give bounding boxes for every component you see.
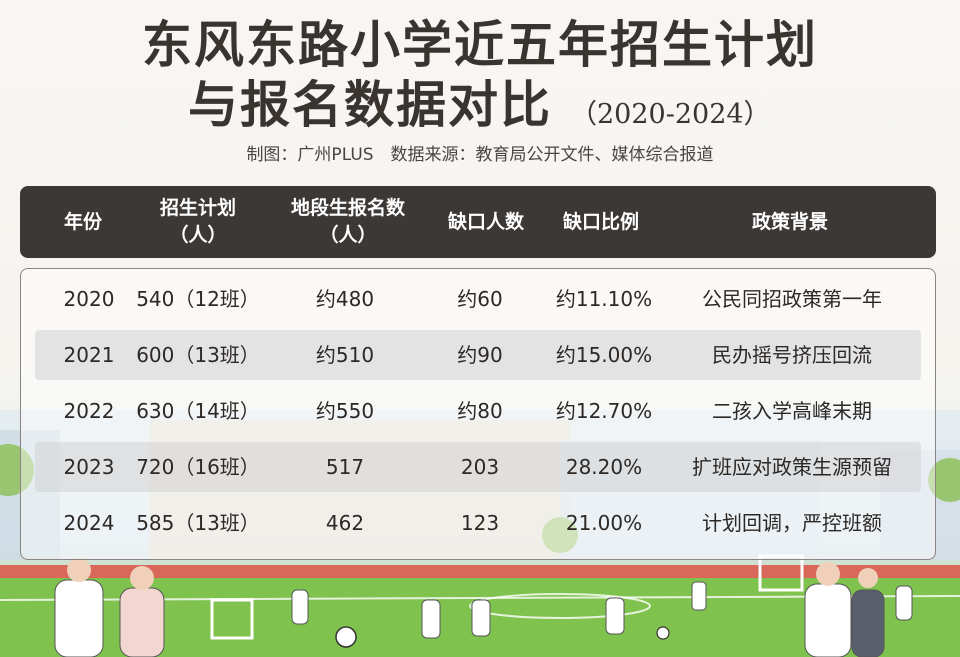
cell-policy: 民办摇号挤压回流 (712, 343, 872, 367)
header-gap-count: 缺口人数 (447, 210, 524, 233)
table-row: 2021 600（13班） 约510 约90 约15.00% 民办摇号挤压回流 (35, 330, 921, 380)
table-row: 2024 585（13班） 462 123 21.00% 计划回调，严控班额 (35, 498, 921, 548)
cell-gap-count: 约90 (457, 343, 503, 367)
cell-year: 2020 (63, 287, 115, 311)
page-title-line1: 东风东路小学近五年招生计划 (142, 15, 818, 74)
cell-policy: 计划回调，严控班额 (702, 511, 882, 535)
source-credit: 制图：广州PLUS 数据来源：教育局公开文件、媒体综合报道 (246, 145, 714, 165)
cell-plan: 585（13班） (136, 511, 260, 535)
cell-policy: 扩班应对政策生源预留 (692, 455, 892, 479)
cell-gap-ratio: 约12.70% (555, 399, 653, 423)
data-table: 2020 540（12班） 约480 约60 约11.10% 公民同招政策第一年… (20, 268, 936, 560)
cell-applicants: 517 (325, 455, 365, 479)
cell-policy: 公民同招政策第一年 (702, 287, 882, 311)
cell-gap-ratio: 约15.00% (555, 343, 653, 367)
cell-plan: 540（12班） (136, 287, 260, 311)
cell-year: 2021 (63, 343, 115, 367)
cell-year: 2024 (63, 511, 115, 535)
cell-gap-count: 约80 (457, 399, 503, 423)
cell-policy: 二孩入学高峰末期 (712, 399, 872, 423)
cell-applicants: 约550 (315, 399, 375, 423)
cell-year: 2022 (63, 399, 115, 423)
cell-gap-ratio: 约11.10% (555, 287, 653, 311)
header-policy-background: 政策背景 (751, 210, 828, 233)
cell-applicants: 462 (325, 511, 365, 535)
header-district-applicants: 地段生报名数 （人） (290, 197, 405, 246)
header-year: 年份 (63, 210, 102, 233)
header-enrollment-plan: 招生计划 （人） (159, 197, 236, 246)
cell-plan: 720（16班） (136, 455, 260, 479)
cell-gap-ratio: 21.00% (565, 511, 643, 535)
cell-gap-ratio: 28.20% (565, 455, 643, 479)
table-row: 2023 720（16班） 517 203 28.20% 扩班应对政策生源预留 (35, 442, 921, 492)
header-gap-ratio: 缺口比例 (562, 210, 639, 233)
cell-gap-count: 123 (460, 511, 500, 535)
table-header: 年份 招生计划 （人） 地段生报名数 （人） 缺口人数 缺口比例 政策背景 (20, 186, 936, 258)
cell-gap-count: 203 (460, 455, 500, 479)
cell-plan: 600（13班） (136, 343, 260, 367)
cell-applicants: 约510 (315, 343, 375, 367)
cell-plan: 630（14班） (136, 399, 260, 423)
table-row: 2020 540（12班） 约480 约60 约11.10% 公民同招政策第一年 (35, 274, 921, 324)
page-title-years: （2020-2024） (570, 99, 771, 130)
cell-applicants: 约480 (315, 287, 375, 311)
cell-gap-count: 约60 (457, 287, 503, 311)
cell-year: 2023 (63, 455, 115, 479)
page-title-line2: 与报名数据对比 (188, 75, 552, 134)
table-row: 2022 630（14班） 约550 约80 约12.70% 二孩入学高峰末期 (35, 386, 921, 436)
